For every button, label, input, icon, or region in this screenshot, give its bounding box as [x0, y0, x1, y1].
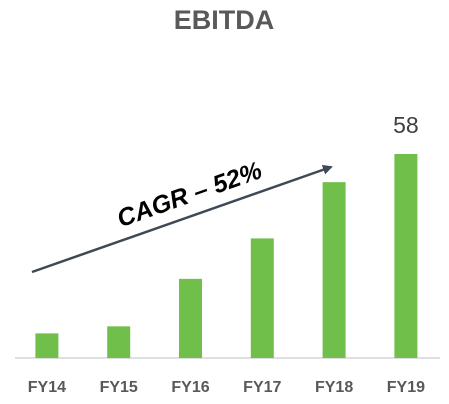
x-tick-label: FY15 — [100, 379, 138, 396]
x-tick-label: FY16 — [171, 379, 209, 396]
bar — [179, 278, 202, 358]
bar — [250, 238, 274, 358]
bar — [107, 326, 131, 358]
bar — [35, 333, 59, 358]
x-tick-label: FY19 — [387, 379, 425, 396]
x-tick-label: FY14 — [28, 379, 66, 396]
bar — [322, 182, 346, 358]
x-tick-label: FY18 — [315, 379, 353, 396]
data-label: 58 — [393, 112, 419, 138]
x-tick-label: FY17 — [243, 379, 281, 396]
chart-title: EBITDA — [174, 5, 275, 35]
annotation: CAGR – 52% — [113, 156, 265, 233]
bar — [394, 154, 418, 358]
trend-arrow — [31, 164, 333, 274]
